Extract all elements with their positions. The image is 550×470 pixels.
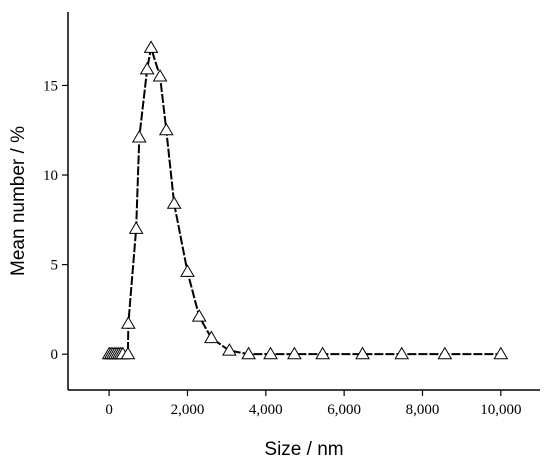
marker — [120, 346, 136, 360]
marker — [152, 69, 168, 82]
marker — [263, 346, 278, 360]
marker — [191, 309, 207, 322]
marker — [493, 346, 509, 360]
x-tick-label: 4,000 — [249, 402, 283, 418]
data-line — [109, 47, 501, 356]
marker — [143, 40, 159, 53]
x-tick-label: 10,000 — [480, 402, 521, 418]
x-tick-label: 0 — [105, 402, 113, 418]
x-tick-label: 6,000 — [327, 402, 361, 418]
marker — [241, 346, 256, 360]
y-tick-label: 5 — [51, 258, 59, 274]
y-tick-label: 10 — [43, 168, 58, 184]
marker — [437, 346, 453, 360]
marker — [139, 61, 155, 75]
marker — [120, 316, 136, 329]
marker — [203, 330, 219, 344]
marker — [180, 264, 195, 277]
marker — [355, 346, 370, 360]
marker — [222, 343, 237, 356]
marker — [166, 196, 182, 209]
y-tick-label: 15 — [43, 78, 58, 94]
marker — [131, 129, 147, 143]
x-tick-label: 2,000 — [171, 402, 205, 418]
marker — [158, 122, 174, 136]
marker — [394, 346, 410, 360]
x-tick-label: 8,000 — [406, 402, 440, 418]
marker — [287, 346, 302, 360]
marker — [315, 346, 330, 360]
marker — [128, 221, 144, 234]
y-tick-label: 0 — [51, 347, 59, 363]
x-axis-title: Size / nm — [264, 439, 343, 460]
y-axis-title: Mean number / % — [8, 126, 29, 276]
